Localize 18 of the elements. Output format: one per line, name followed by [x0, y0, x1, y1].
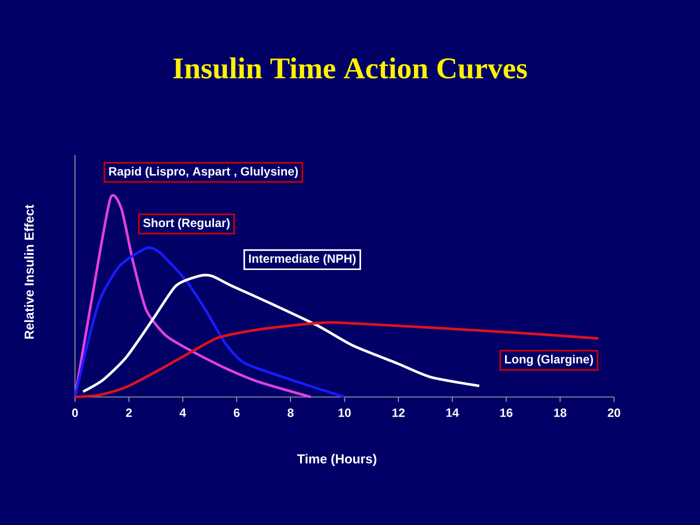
text: Intermediate (NPH)	[249, 254, 356, 266]
x-tick-label: 14	[446, 408, 459, 417]
chart-title: Insulin Time Action Curves	[173, 57, 527, 79]
x-tick-label: 6	[234, 408, 240, 418]
x-tick-label: 8	[288, 408, 294, 418]
x-tick-label: 10	[338, 408, 351, 418]
series-label: Rapid (Lispro, Aspart , Glulysine)	[109, 166, 298, 178]
x-tick-label: 4	[180, 408, 186, 417]
x-tick-label: 12	[392, 408, 405, 417]
y-axis-title: Relative Insulin Effect	[24, 204, 34, 339]
series-label: Long (Glargine)	[505, 354, 593, 366]
x-tick-label: 16	[500, 408, 512, 418]
x-tick-label: 0	[72, 408, 78, 418]
x-axis-title: Time (Hours)	[297, 454, 376, 466]
series-label: Short (Regular)	[143, 218, 230, 230]
x-tick-label: 18	[554, 408, 566, 418]
x-tick-label: 2	[126, 408, 132, 417]
x-tick-label: 20	[608, 408, 620, 418]
